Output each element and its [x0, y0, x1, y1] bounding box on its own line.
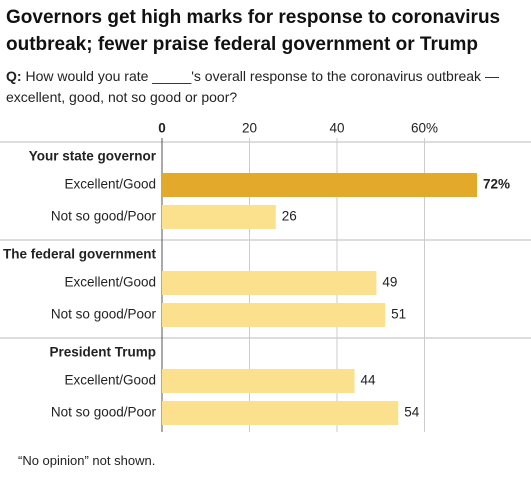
data-label: 72% — [483, 177, 510, 192]
group-label: The federal government — [3, 247, 157, 262]
y-tick-label: Not so good/Poor — [51, 405, 157, 420]
y-tick-label: Excellent/Good — [64, 373, 156, 388]
y-tick-label: Not so good/Poor — [51, 209, 157, 224]
bar — [162, 271, 377, 295]
bar — [162, 303, 386, 327]
y-tick-label: Excellent/Good — [64, 177, 156, 192]
bar — [162, 173, 477, 197]
chart-title: Governors get high marks for response to… — [6, 7, 501, 55]
x-tick-label: 20 — [242, 121, 257, 136]
question-text: How would you rate _____'s overall respo… — [6, 68, 499, 105]
footnote: “No opinion” not shown. — [18, 453, 156, 468]
x-tick-label: 60% — [411, 121, 438, 136]
group-label: Your state governor — [29, 149, 157, 164]
bar — [162, 401, 399, 425]
data-label: 49 — [382, 275, 397, 290]
question-label: Q: — [6, 68, 22, 84]
data-label: 26 — [282, 209, 297, 224]
x-tick-label: 0 — [158, 121, 166, 136]
bar — [162, 369, 355, 393]
group-label: President Trump — [49, 345, 156, 360]
data-label: 44 — [361, 373, 377, 388]
data-label: 51 — [391, 307, 406, 322]
x-tick-label: 40 — [329, 121, 344, 136]
bar — [162, 205, 276, 229]
question: Q: How would you rate _____'s overall re… — [6, 66, 526, 108]
y-tick-label: Excellent/Good — [64, 275, 156, 290]
data-label: 54 — [404, 405, 420, 420]
y-tick-label: Not so good/Poor — [51, 307, 157, 322]
